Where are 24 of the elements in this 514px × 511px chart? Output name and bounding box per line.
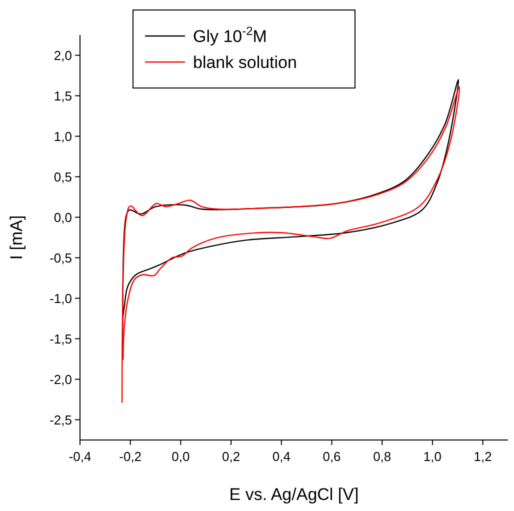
line-series — [121, 86, 460, 404]
y-tick-label: 2,0 — [54, 48, 72, 63]
x-tick-label: 0,0 — [172, 449, 190, 464]
y-tick-label: -2,0 — [50, 372, 72, 387]
x-tick-label: 0,6 — [322, 449, 341, 464]
x-tick-label: 0,8 — [373, 449, 392, 464]
y-tick-label: -2,5 — [50, 412, 72, 428]
legend-label: Gly 10$^{-2}$M — [193, 24, 267, 46]
x-tick-label: 0,2 — [222, 449, 240, 464]
x-tick-label: 1,2 — [474, 449, 492, 464]
x-tick-label: -0,2 — [119, 449, 142, 464]
x-tick-label: 1,0 — [423, 449, 442, 464]
y-tick-label: 1,0 — [54, 128, 72, 144]
y-tick-label: 0,5 — [54, 169, 72, 184]
x-tick-label: 0,4 — [272, 449, 290, 464]
y-tick-label: -0,5 — [50, 250, 72, 266]
x-axis-title: E vs. Ag/AgCl [V] — [229, 485, 359, 504]
y-tick-label: 1,5 — [54, 88, 72, 104]
y-axis-title: I [mA] — [7, 215, 26, 260]
y-tick-label: -1,0 — [50, 290, 72, 306]
x-tick-label: -0,4 — [68, 449, 92, 464]
legend-label: blank solution — [193, 52, 297, 72]
y-tick-label: -1,5 — [50, 331, 72, 346]
y-tick-label: 0,0 — [54, 210, 72, 225]
